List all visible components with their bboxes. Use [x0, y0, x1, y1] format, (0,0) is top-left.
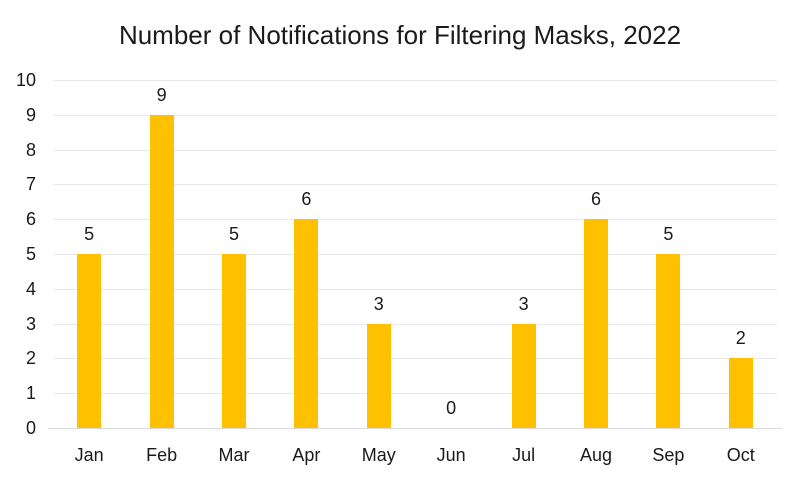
bar [656, 254, 681, 428]
data-label: 2 [735, 328, 746, 349]
x-tick-label: May [361, 445, 396, 465]
bar [149, 114, 174, 428]
x-tick-label: Feb [146, 445, 178, 465]
x-tick-label: Apr [292, 445, 321, 465]
bar [584, 219, 608, 428]
data-label: 5 [228, 224, 239, 244]
x-axis-line [48, 428, 782, 429]
data-label: 3 [373, 293, 384, 314]
bar [77, 254, 102, 428]
data-label: 0 [446, 398, 457, 418]
x-tick-label: Oct [726, 445, 755, 465]
gridline [53, 323, 777, 325]
gridline [53, 80, 777, 81]
x-tick-label: Aug [579, 445, 613, 465]
gridline [53, 358, 777, 360]
y-tick-label: 0 [25, 418, 36, 438]
x-tick-label: Mar [218, 445, 250, 465]
data-label: 9 [156, 84, 167, 105]
x-tick-label: Jul [512, 445, 536, 465]
data-label: 5 [663, 224, 674, 244]
bar [728, 358, 753, 428]
y-tick-label: 3 [25, 313, 36, 334]
gridline [53, 184, 777, 186]
y-tick-label: 8 [25, 139, 36, 160]
bar [366, 323, 391, 428]
y-tick-label: 5 [25, 244, 36, 264]
y-tick-label: 4 [25, 278, 36, 299]
y-tick-label: 7 [25, 174, 36, 195]
x-tick-label: Sep [652, 445, 685, 465]
y-tick-label: 9 [25, 104, 36, 125]
y-tick-label: 1 [25, 383, 36, 404]
data-label: 5 [84, 224, 95, 244]
bar [511, 323, 536, 428]
data-label: 6 [590, 189, 601, 210]
data-label: 6 [301, 189, 312, 210]
x-tick-label: Jan [74, 445, 104, 465]
y-tick-label: 2 [25, 348, 36, 369]
y-tick-label: 10 [15, 70, 36, 90]
gridline [53, 254, 777, 255]
gridline [53, 219, 777, 221]
x-tick-label: Jun [436, 445, 466, 465]
gridline [53, 149, 777, 151]
bar [222, 254, 246, 428]
gridline [53, 114, 777, 116]
chart-title: Number of Notifications for Filtering Ma… [118, 20, 682, 50]
y-tick-label: 6 [25, 209, 36, 230]
bar [294, 219, 319, 428]
gridline [53, 288, 777, 290]
gridline [53, 393, 777, 395]
data-label: 3 [518, 293, 529, 314]
